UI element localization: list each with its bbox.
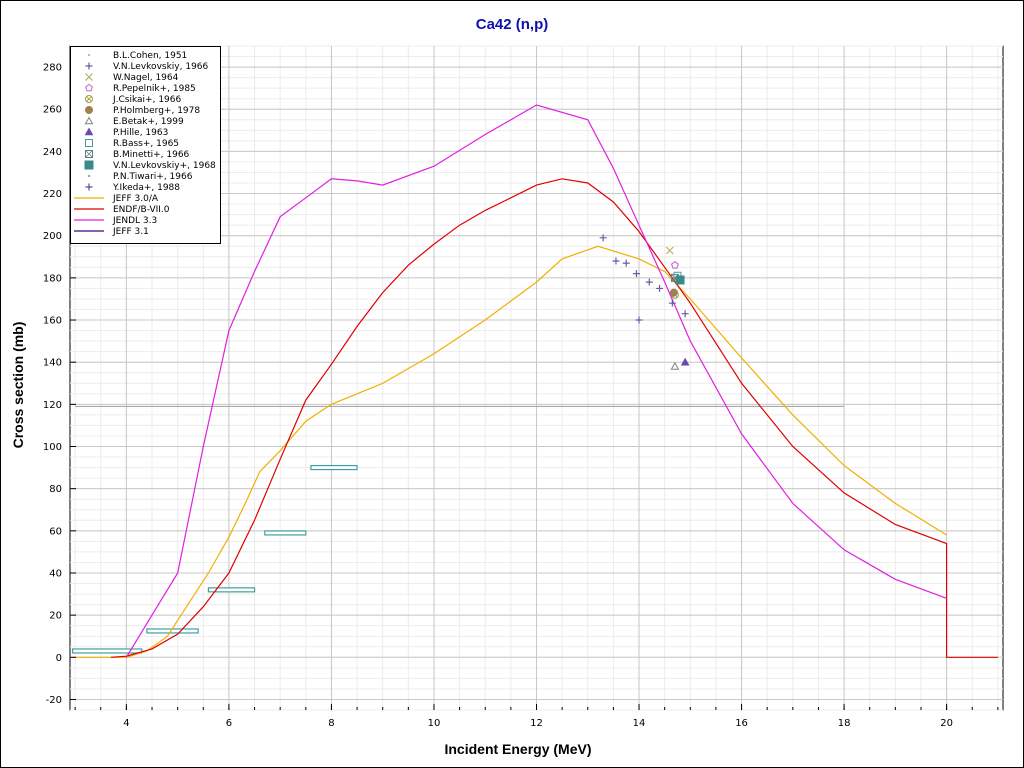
legend-label-endf-b-vii-0: ENDF/B-VII.0	[113, 205, 170, 215]
evaluation-curves	[75, 104, 998, 658]
legend-label-r-pepelnik-1985: R.Pepelnik+, 1985	[113, 84, 196, 94]
chart-title: Ca42 (n,p)	[476, 16, 549, 33]
data-bar	[71, 648, 143, 654]
y-tick-label: -20	[46, 695, 62, 706]
legend-label-v-n-levkovskiy-1968: V.N.Levkovskiy+, 1968	[113, 161, 216, 171]
legend-label-j-csikai-1966: J.Csikai+, 1966	[112, 95, 181, 105]
data-point-v-n-levkovskiy-1966	[622, 259, 630, 267]
x-tick-label: 12	[530, 718, 543, 729]
x-tick-label: 10	[428, 718, 441, 729]
legend-label-b-minetti-1966: B.Minetti+, 1966	[113, 150, 190, 160]
data-bar	[264, 530, 307, 536]
legend-label-r-bass-1965: R.Bass+, 1965	[113, 139, 179, 149]
legend-marker-r-bass-1965	[85, 139, 93, 147]
legend-label-jeff-3-0-a: JEFF 3.0/A	[112, 194, 159, 204]
y-tick-label: 260	[43, 105, 62, 116]
experimental-points	[599, 234, 690, 370]
data-point-v-n-levkovskiy-1966	[635, 316, 643, 324]
data-point-r-pepelnik-1985	[671, 261, 679, 269]
data-point-v-n-levkovskiy-1968	[675, 275, 685, 285]
data-point-v-n-levkovskiy-1966	[632, 270, 640, 278]
legend-marker-p-holmberg-1978	[85, 106, 93, 114]
series-line-endf-b-vii-0	[110, 178, 998, 658]
legend-label-w-nagel-1964: W.Nagel, 1964	[113, 73, 179, 83]
legend-marker-v-n-levkovskiy-1966	[85, 62, 93, 70]
legend-label-jeff-3-1: JEFF 3.1	[112, 227, 149, 237]
x-tick-label: 16	[735, 718, 748, 729]
x-tick-label: 20	[940, 718, 953, 729]
x-tick-label: 14	[633, 718, 646, 729]
y-tick-label: 280	[43, 63, 62, 74]
data-point-v-n-levkovskiy-1966	[612, 257, 620, 265]
data-point-p-hille-1963	[680, 357, 690, 366]
legend-marker-j-csikai-1966-cross	[86, 96, 92, 102]
x-tick-label: 18	[838, 718, 851, 729]
legend-marker-w-nagel-1964	[85, 73, 93, 81]
legend-marker-j-csikai-1966	[85, 95, 93, 103]
y-tick-label: 120	[43, 400, 62, 411]
legend-marker-b-minetti-1966-cross	[85, 150, 93, 158]
data-bar	[310, 464, 358, 471]
data-point-w-nagel-1964	[665, 246, 674, 255]
y-tick-label: 160	[43, 316, 62, 327]
legend-label-p-holmberg-1978: P.Holmberg+, 1978	[113, 106, 200, 116]
legend-marker-p-n-tiwari-1966	[88, 175, 90, 177]
y-tick-label: 200	[43, 231, 62, 242]
y-tick-label: 0	[56, 653, 62, 664]
series-line-jeff-3-0-a	[75, 245, 947, 658]
data-point-v-n-levkovskiy-1966	[599, 234, 607, 242]
legend-marker-r-pepelnik-1985	[85, 83, 93, 92]
legend-marker-y-ikeda-1988	[85, 183, 93, 191]
data-bar	[146, 628, 199, 634]
grid	[70, 45, 1003, 711]
x-tick-label: 4	[123, 718, 129, 729]
y-tick-label: 100	[43, 442, 62, 453]
legend-label-v-n-levkovskiy-1966: V.N.Levkovskiy, 1966	[113, 62, 209, 72]
legend-marker-e-betak-1999	[84, 116, 94, 125]
legend-label-e-betak-1999: E.Betak+, 1999	[113, 117, 184, 127]
legend-label-b-l-cohen-1951: B.L.Cohen, 1951	[113, 51, 187, 61]
legend-label-jendl-3-3: JENDL 3.3	[112, 216, 157, 226]
legend-label-p-n-tiwari-1966: P.N.Tiwari+, 1966	[113, 172, 193, 182]
legend-marker-b-minetti-1966	[85, 150, 93, 158]
data-point-v-n-levkovskiy-1966	[645, 278, 653, 286]
data-point-p-holmberg-1978	[669, 288, 678, 297]
y-tick-label: 60	[49, 526, 62, 537]
series-line-jendl-3-3	[125, 104, 947, 658]
y-tick-label: 180	[43, 273, 62, 284]
legend-marker-p-hille-1963	[84, 127, 94, 136]
x-axis-label: Incident Energy (MeV)	[444, 741, 591, 757]
y-tick-label: 240	[43, 147, 62, 158]
data-point-v-n-levkovskiy-1966	[668, 299, 676, 307]
data-bar	[207, 587, 256, 593]
legend-marker-b-l-cohen-1951	[88, 54, 90, 56]
legend-label-p-hille-1963: P.Hille, 1963	[113, 128, 168, 138]
legend-label-y-ikeda-1988: Y.Ikeda+, 1988	[112, 183, 180, 193]
y-tick-label: 140	[43, 358, 62, 369]
data-point-v-n-levkovskiy-1966	[681, 310, 689, 318]
legend-marker-v-n-levkovskiy-1968	[84, 160, 94, 170]
y-axis-label: Cross section (mb)	[10, 322, 26, 449]
y-tick-label: 80	[49, 484, 62, 495]
x-tick-label: 8	[328, 718, 334, 729]
data-point-v-n-levkovskiy-1966	[656, 284, 664, 292]
y-tick-label: 220	[43, 189, 62, 200]
legend-box	[70, 46, 221, 244]
data-point-e-betak-1999	[670, 361, 680, 370]
y-tick-label: 20	[49, 611, 62, 622]
y-tick-label: 40	[49, 568, 62, 579]
x-tick-label: 6	[226, 718, 232, 729]
